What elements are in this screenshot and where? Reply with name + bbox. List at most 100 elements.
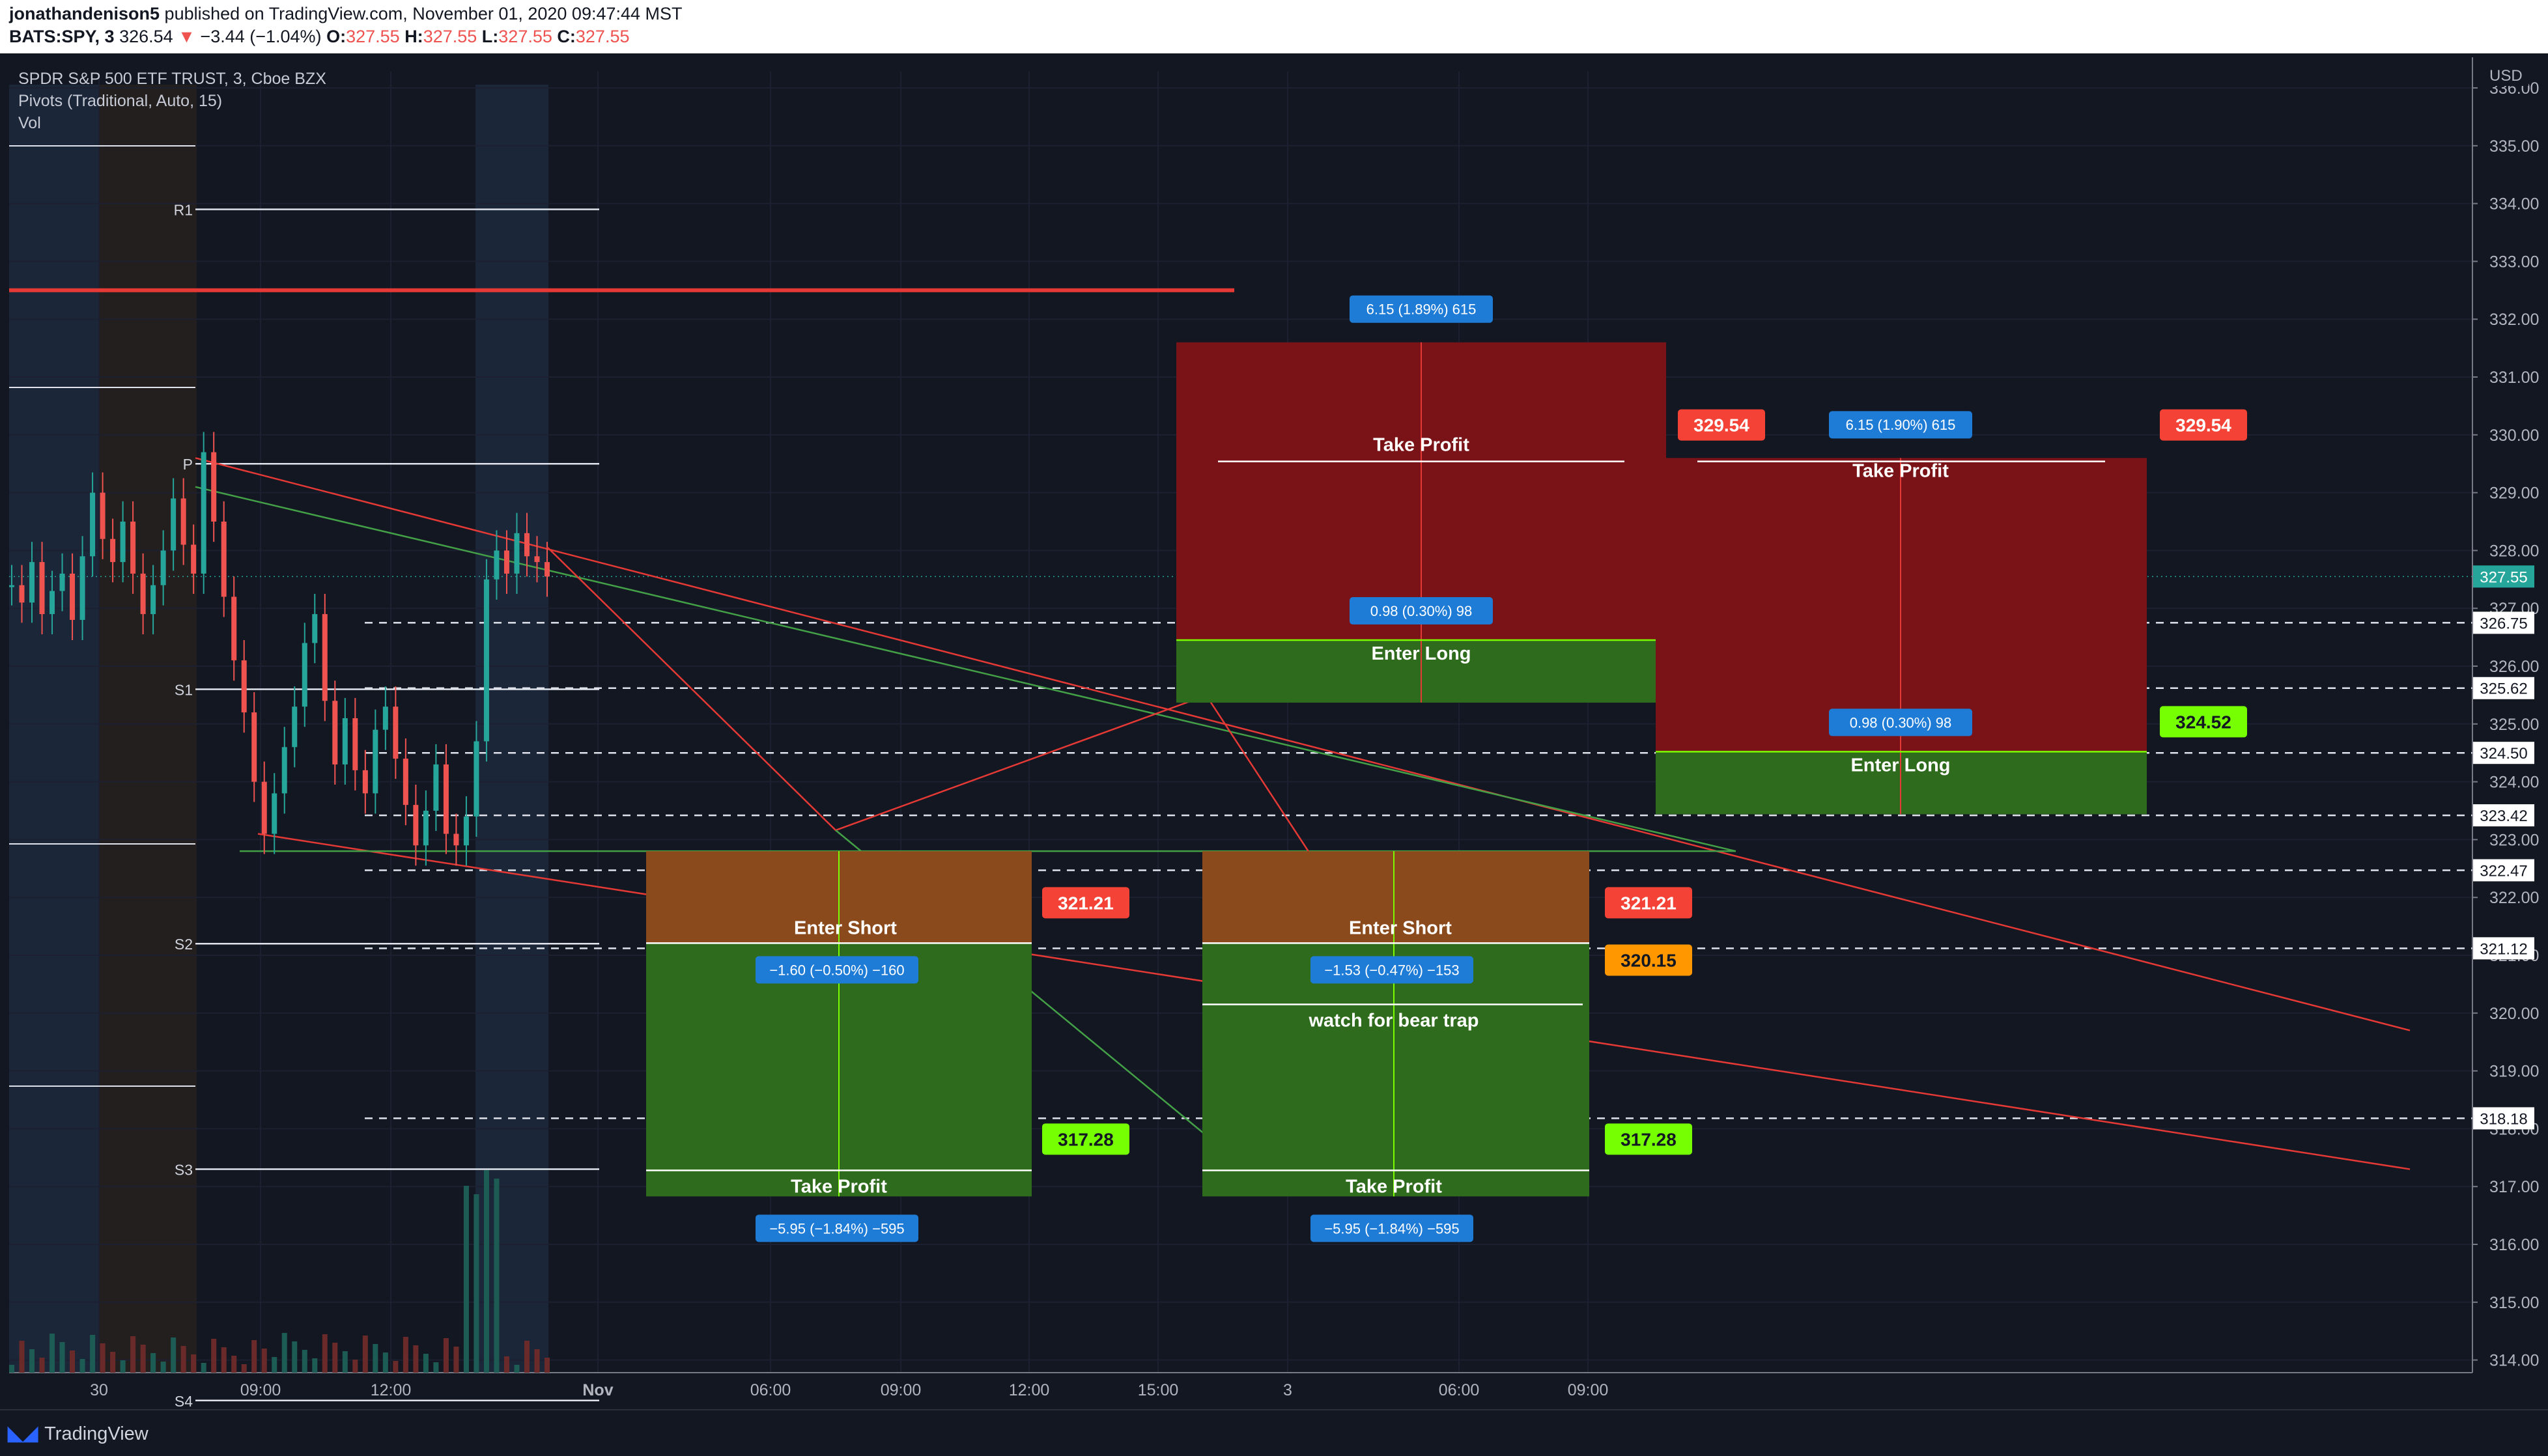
candle-body: [110, 539, 116, 563]
level-tag: 325.62: [2480, 680, 2527, 698]
entry-label: Enter Short: [1349, 917, 1452, 938]
candle-body: [160, 550, 166, 585]
profit-zone: [1202, 943, 1589, 1197]
candle-body: [342, 718, 348, 764]
high-value: 327.55: [423, 27, 477, 46]
candle-body: [514, 533, 520, 574]
target-label: Take Profit: [1852, 461, 1949, 482]
target-price-tag: 317.28: [1621, 1129, 1677, 1149]
price-tick-label: 332.00: [2489, 311, 2539, 329]
target-info-box: [1829, 411, 1972, 439]
tradingview-logo-icon: ◣◢: [8, 1423, 38, 1444]
volume-bar: [211, 1339, 217, 1373]
price-tick-label: 333.00: [2489, 253, 2539, 271]
publish-header: jonathandenison5 published on TradingVie…: [0, 0, 2548, 53]
candle-body: [272, 793, 277, 834]
candle-body: [413, 805, 419, 846]
candle-body: [503, 550, 509, 574]
volume-bar: [503, 1356, 509, 1373]
candle-body: [39, 562, 45, 615]
symbol-line: BATS:SPY, 3 326.54 ▼ −3.44 (−1.04%) O:32…: [9, 27, 629, 47]
time-tick-label: 09:00: [1568, 1381, 1609, 1399]
footer-bar: ◣◢ TradingView: [0, 1409, 2548, 1456]
pivot-label: R1: [174, 201, 193, 218]
volume-bar: [342, 1351, 348, 1373]
target-info: −5.95 (−1.84%) −595: [769, 1220, 904, 1237]
volume-bar: [140, 1345, 146, 1373]
stop-info: −1.53 (−0.47%) −153: [1324, 962, 1459, 978]
entry-label: Enter Long: [1371, 643, 1471, 664]
volume-bar: [281, 1333, 287, 1373]
level-tag-box: [2473, 859, 2534, 882]
trend-line: [195, 486, 1736, 852]
candle-body: [403, 759, 408, 805]
candle-body: [221, 522, 227, 597]
time-tick-label: 30: [90, 1381, 108, 1399]
candle-body: [382, 707, 388, 730]
candle-body: [90, 492, 96, 557]
target-price-tag-box: [1605, 1123, 1692, 1155]
volume-bar: [130, 1336, 136, 1373]
price-change: −3.44 (−1.04%): [200, 27, 322, 46]
volume-bar: [483, 1170, 489, 1373]
volume-bar: [545, 1358, 550, 1373]
volume-bar: [9, 1365, 14, 1373]
symbol: BATS:SPY, 3: [9, 27, 115, 46]
price-tick-label: 325.00: [2489, 716, 2539, 734]
chart-canvas[interactable]: 314.00315.00316.00317.00318.00319.00320.…: [0, 53, 2548, 1410]
volume-bar: [59, 1342, 65, 1373]
author-name[interactable]: jonathandenison5: [9, 4, 160, 23]
legend-pivots[interactable]: Pivots (Traditional, Auto, 15): [18, 92, 223, 110]
candle-body: [180, 498, 186, 545]
volume-bar: [19, 1341, 25, 1373]
time-tick-label: 12:00: [371, 1381, 412, 1399]
level-tag: 326.75: [2480, 615, 2527, 632]
time-tick-label: 09:00: [240, 1381, 281, 1399]
candle-body: [70, 573, 76, 620]
legend-title[interactable]: SPDR S&P 500 ETF TRUST, 3, Cboe BZX: [18, 70, 326, 88]
chart-pane[interactable]: 314.00315.00316.00317.00318.00319.00320.…: [0, 53, 2548, 1410]
volume-bar: [423, 1354, 429, 1373]
candle-body: [474, 741, 479, 817]
target-info: 6.15 (1.90%) 615: [1846, 417, 1956, 433]
publish-line: jonathandenison5 published on TradingVie…: [9, 4, 683, 24]
volume-bar: [463, 1186, 469, 1373]
volume-bar: [352, 1360, 358, 1373]
candle-body: [483, 579, 489, 742]
close-label: C:: [557, 27, 576, 46]
volume-bar: [373, 1344, 378, 1373]
stop-price-tag: 321.21: [1058, 893, 1114, 913]
price-tick-label: 330.00: [2489, 427, 2539, 445]
last-price-box: [2473, 565, 2534, 588]
volume-bar: [191, 1354, 197, 1373]
trend-line: [195, 457, 2411, 1031]
candle-body: [140, 573, 146, 615]
candle-body: [211, 452, 217, 522]
candle-body: [332, 701, 338, 764]
pivot-label: S1: [175, 682, 193, 699]
session-shade: [9, 85, 99, 1373]
pivot-label: S3: [175, 1162, 193, 1179]
tradingview-logo[interactable]: ◣◢ TradingView: [8, 1422, 149, 1445]
stop-info-box: [1829, 708, 1972, 736]
price-tick-label: 323.00: [2489, 831, 2539, 849]
candle-body: [423, 811, 429, 846]
currency-label: USD: [2489, 67, 2523, 85]
level-tag: 323.42: [2480, 807, 2527, 825]
time-tick-label: 12:00: [1009, 1381, 1050, 1399]
note-label: watch for bear trap: [1308, 1010, 1479, 1031]
time-tick-label: 09:00: [881, 1381, 922, 1399]
candle-body: [524, 533, 530, 557]
volume-bar: [221, 1347, 227, 1373]
candle-body: [120, 522, 126, 563]
candle-body: [50, 591, 55, 615]
level-tag: 322.47: [2480, 862, 2527, 880]
time-tick-label: 06:00: [1439, 1381, 1480, 1399]
stop-info: −1.60 (−0.50%) −160: [769, 962, 904, 978]
candle-body: [261, 781, 267, 834]
candle-body: [352, 718, 358, 770]
legend-vol[interactable]: Vol: [18, 114, 41, 132]
volume-bar: [79, 1359, 85, 1373]
pivot-label: S2: [175, 936, 193, 953]
last-price-tag: 327.55: [2480, 568, 2527, 586]
